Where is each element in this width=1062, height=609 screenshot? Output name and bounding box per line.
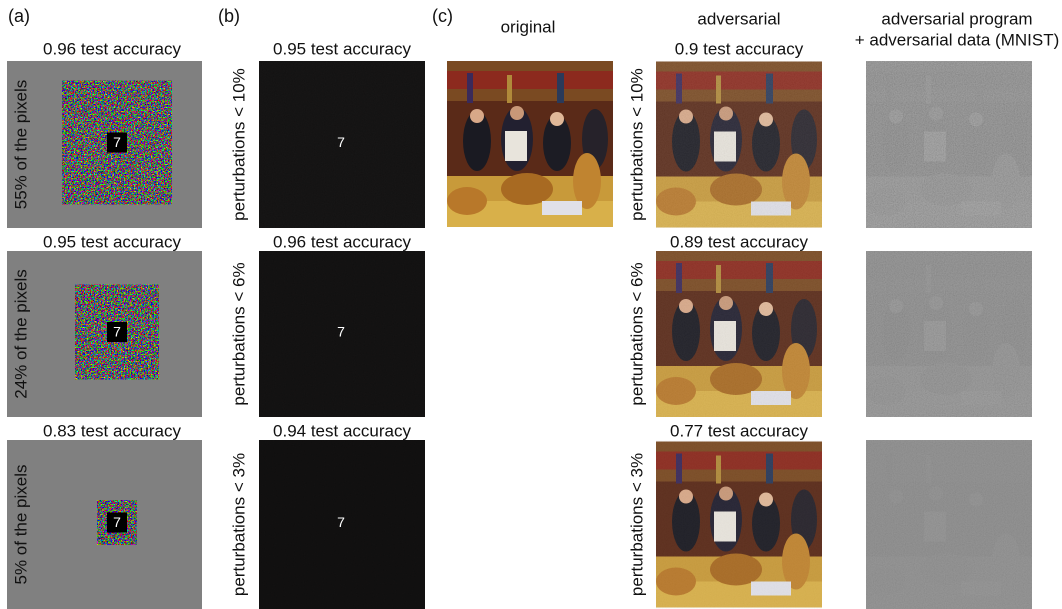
perturbation-noise xyxy=(656,251,822,417)
side-label: 55% of the pixels xyxy=(11,80,30,209)
caption: 0.89 test accuracy xyxy=(670,232,808,251)
caption: 0.96 test accuracy xyxy=(43,39,181,58)
program-noise xyxy=(866,251,1032,417)
program-noise xyxy=(866,440,1032,609)
column-header: original xyxy=(501,17,556,36)
caption: 0.95 test accuracy xyxy=(273,39,411,58)
digit: 7 xyxy=(337,324,345,340)
side-label: perturbations < 6% xyxy=(229,262,248,405)
digit: 7 xyxy=(113,324,121,340)
caption: 0.94 test accuracy xyxy=(273,421,411,440)
caption: 0.77 test accuracy xyxy=(670,421,808,440)
panel-label: (a) xyxy=(8,6,30,26)
side-label: perturbations < 10% xyxy=(627,68,646,221)
panel-label: (c) xyxy=(432,6,453,26)
caption: 0.83 test accuracy xyxy=(43,421,181,440)
perturbation-noise xyxy=(656,440,822,609)
figure: (a) (b) (c) 7 0.96 test accuracy 55% of the p… xyxy=(0,0,1062,609)
column-header: adversarial xyxy=(697,9,780,28)
side-label: perturbations < 3% xyxy=(229,453,248,596)
side-label: perturbations < 3% xyxy=(627,453,646,596)
column-header: + adversarial data (MNIST) xyxy=(855,30,1060,49)
side-label: 5% of the pixels xyxy=(11,464,30,584)
side-label: perturbations < 6% xyxy=(627,262,646,405)
digit: 7 xyxy=(337,514,345,530)
side-label: 24% of the pixels xyxy=(11,269,30,398)
side-label: perturbations < 10% xyxy=(229,68,248,221)
caption: 0.95 test accuracy xyxy=(43,232,181,251)
digit: 7 xyxy=(113,134,121,150)
caption: 0.9 test accuracy xyxy=(675,39,804,58)
original-image xyxy=(447,61,613,227)
digit: 7 xyxy=(337,134,345,150)
program-noise xyxy=(866,61,1032,228)
perturbation-noise xyxy=(656,61,822,228)
panel-label: (b) xyxy=(218,6,240,26)
digit: 7 xyxy=(113,514,121,530)
caption: 0.96 test accuracy xyxy=(273,232,411,251)
column-header: adversarial program xyxy=(881,9,1032,28)
